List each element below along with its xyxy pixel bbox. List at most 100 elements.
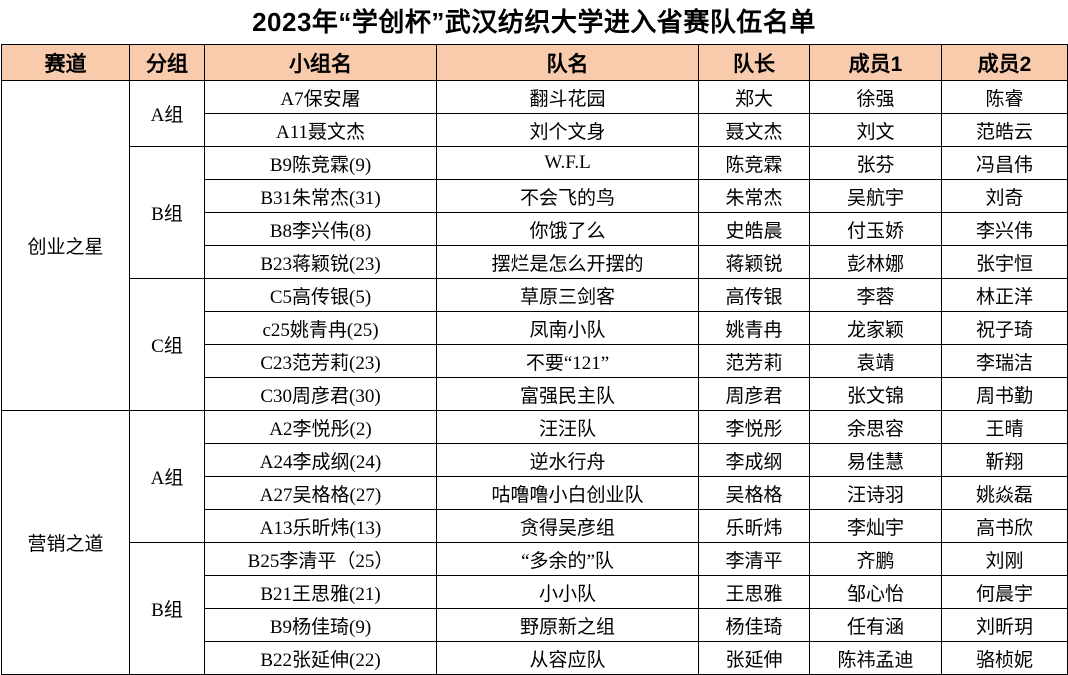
member1-cell: 龙家颖 (809, 311, 942, 345)
leader-cell: 范芳莉 (698, 344, 810, 378)
team-name-cell: “多余的”队 (436, 542, 699, 576)
leader-cell: 杨佳琦 (698, 608, 810, 642)
track-cell: 营销之道 (1, 410, 130, 675)
leader-cell: 李悦彤 (698, 410, 810, 444)
subgroup-cell: A7保安屠 (204, 80, 437, 114)
leader-cell: 张延伸 (698, 641, 810, 675)
member2-cell: 李兴伟 (941, 212, 1068, 246)
member1-cell: 吴航宇 (809, 179, 942, 213)
member2-cell: 范皓云 (941, 113, 1068, 147)
subgroup-cell: B25李清平（25） (204, 542, 437, 576)
leader-cell: 乐昕炜 (698, 509, 810, 543)
table-row: B31朱常杰(31) 不会飞的鸟 朱常杰 吴航宇 刘奇 (2, 179, 1068, 213)
page-title: 2023年“学创杯”武汉纺织大学进入省赛队伍名单 (252, 7, 816, 37)
column-header-member2: 成员2 (941, 44, 1068, 81)
member2-cell: 刘奇 (941, 179, 1068, 213)
member2-cell: 祝子琦 (941, 311, 1068, 345)
table-row: B23蒋颖锐(23) 摆烂是怎么开摆的 蒋颖锐 彭林娜 张宇恒 (2, 245, 1068, 279)
table-row: C23范芳莉(23) 不要“121” 范芳莉 袁靖 李瑞洁 (2, 344, 1068, 378)
member1-cell: 张芬 (809, 146, 942, 180)
subgroup-cell: B9杨佳琦(9) (204, 608, 437, 642)
leader-cell: 蒋颖锐 (698, 245, 810, 279)
team-name-cell: 贪得吴彦组 (436, 509, 699, 543)
table-row: c25姚青冉(25) 凤南小队 姚青冉 龙家颖 祝子琦 (2, 311, 1068, 345)
member1-cell: 李灿宇 (809, 509, 942, 543)
leader-cell: 陈竞霖 (698, 146, 810, 180)
track-cell: 创业之星 (1, 80, 130, 411)
subgroup-cell: c25姚青冉(25) (204, 311, 437, 345)
member2-cell: 陈睿 (941, 80, 1068, 114)
team-name-cell: 刘个文身 (436, 113, 699, 147)
member1-cell: 彭林娜 (809, 245, 942, 279)
member2-cell: 靳翔 (941, 443, 1068, 477)
table-row: B22张延伸(22) 从容应队 张延伸 陈祎孟迪 骆桢妮 (2, 641, 1068, 675)
leader-cell: 周彦君 (698, 377, 810, 411)
member1-cell: 徐强 (809, 80, 942, 114)
group-cell: B组 (129, 542, 205, 675)
column-header-subgroup: 小组名 (204, 44, 437, 81)
roster-table: 赛道 分组 小组名 队名 队长 成员1 成员2 创业之星 A组 A7保安屠 翻斗花园郑… (1, 44, 1068, 675)
member1-cell: 袁靖 (809, 344, 942, 378)
member1-cell: 任有涵 (809, 608, 942, 642)
subgroup-cell: B23蒋颖锐(23) (204, 245, 437, 279)
team-name-cell: 富强民主队 (436, 377, 699, 411)
team-name-cell: 凤南小队 (436, 311, 699, 345)
member2-cell: 姚焱磊 (941, 476, 1068, 510)
member1-cell: 陈祎孟迪 (809, 641, 942, 675)
subgroup-cell: B21王思雅(21) (204, 575, 437, 609)
subgroup-cell: B9陈竞霖(9) (204, 146, 437, 180)
table-row: C组 C5高传银(5) 草原三剑客 高传银 李蓉 林正洋 (2, 278, 1068, 411)
member2-cell: 张宇恒 (941, 245, 1068, 279)
member2-cell: 高书欣 (941, 509, 1068, 543)
member2-cell: 刘刚 (941, 542, 1068, 576)
member1-cell: 汪诗羽 (809, 476, 942, 510)
column-header-leader: 队长 (698, 44, 810, 81)
table-header-row: 赛道 分组 小组名 队名 队长 成员1 成员2 (1, 44, 1068, 81)
subgroup-cell: B22张延伸(22) (204, 641, 437, 675)
table-row: B组 B25李清平（25） “多余的”队 李清平 齐鹏 刘刚 (2, 542, 1068, 675)
team-name-cell: 不会飞的鸟 (436, 179, 699, 213)
leader-cell: 朱常杰 (698, 179, 810, 213)
subgroup-cell: C23范芳莉(23) (204, 344, 437, 378)
leader-cell: 聂文杰 (698, 113, 810, 147)
table-row: B21王思雅(21) 小小队 王思雅 邹心怡 何晨宇 (2, 575, 1068, 609)
team-name-cell: 从容应队 (436, 641, 699, 675)
table-row: B组 B9陈竞霖(9) W.F.L 陈竞霖 张芬 冯昌伟 (2, 146, 1068, 279)
team-name-cell: 翻斗花园 (436, 80, 699, 114)
team-name-cell: 不要“121” (436, 344, 699, 378)
member1-cell: 付玉娇 (809, 212, 942, 246)
subgroup-cell: C30周彦君(30) (204, 377, 437, 411)
leader-cell: 姚青冉 (698, 311, 810, 345)
group-cell: B组 (129, 146, 205, 279)
subgroup-cell: B31朱常杰(31) (204, 179, 437, 213)
subgroup-cell: C5高传银(5) (204, 278, 437, 312)
member1-cell: 刘文 (809, 113, 942, 147)
member2-cell: 刘昕玥 (941, 608, 1068, 642)
team-name-cell: 逆水行舟 (436, 443, 699, 477)
leader-cell: 李清平 (698, 542, 810, 576)
member2-cell: 王晴 (941, 410, 1068, 444)
member1-cell: 张文锦 (809, 377, 942, 411)
member1-cell: 余思容 (809, 410, 942, 444)
member2-cell: 骆桢妮 (941, 641, 1068, 675)
subgroup-cell: B8李兴伟(8) (204, 212, 437, 246)
member1-cell: 邹心怡 (809, 575, 942, 609)
subgroup-cell: A13乐昕炜(13) (204, 509, 437, 543)
team-name-cell: 你饿了么 (436, 212, 699, 246)
team-name-cell: 草原三剑客 (436, 278, 699, 312)
column-header-track: 赛道 (1, 44, 130, 81)
table-row: 营销之道 A组 A2李悦彤(2) 汪汪队 李悦彤 余思容 王晴 (1, 410, 1068, 675)
member2-cell: 林正洋 (941, 278, 1068, 312)
team-name-cell: 汪汪队 (436, 410, 699, 444)
leader-cell: 李成纲 (698, 443, 810, 477)
member1-cell: 齐鹏 (809, 542, 942, 576)
subgroup-cell: A2李悦彤(2) (204, 410, 437, 444)
table-row: A27吴格格(27) 咕噜噜小白创业队 吴格格 汪诗羽 姚焱磊 (2, 476, 1068, 510)
leader-cell: 郑大 (698, 80, 810, 114)
team-name-cell: 摆烂是怎么开摆的 (436, 245, 699, 279)
subgroup-cell: A11聂文杰 (204, 113, 437, 147)
team-name-cell: 咕噜噜小白创业队 (436, 476, 699, 510)
member1-cell: 易佳慧 (809, 443, 942, 477)
table-row: B9杨佳琦(9) 野原新之组 杨佳琦 任有涵 刘昕玥 (2, 608, 1068, 642)
table-row: 创业之星 A组 A7保安屠 翻斗花园 郑大 徐强 陈睿 (1, 80, 1068, 411)
